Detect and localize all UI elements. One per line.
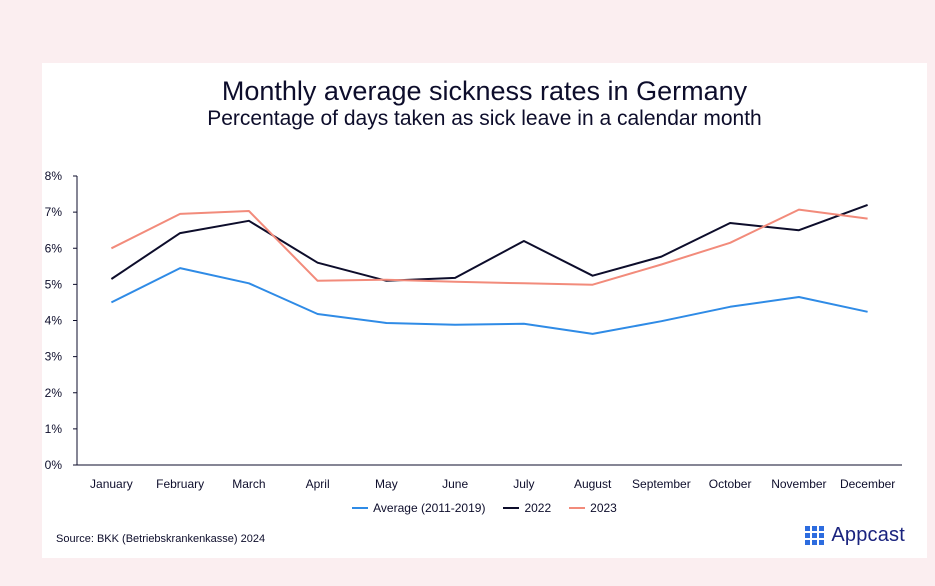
legend-swatch xyxy=(503,507,520,509)
x-tick-label: May xyxy=(375,477,398,491)
y-tick-label: 7% xyxy=(45,205,63,219)
chart-title: Monthly average sickness rates in German… xyxy=(221,76,748,106)
chart-card: Monthly average sickness rates in German… xyxy=(42,63,927,558)
y-tick-label: 8% xyxy=(45,169,63,183)
legend-swatch xyxy=(569,507,586,509)
x-tick-label: July xyxy=(513,477,534,491)
line-chart: 0% 1% 2% 3% 4% 5% 6% 7% 8% January February March Ap… xyxy=(45,169,902,491)
series-line-2022 xyxy=(110,203,868,282)
chart-legend: Average (2011-2019) 2022 2023 xyxy=(42,501,927,515)
series-line-average xyxy=(110,267,868,335)
y-tick-label: 1% xyxy=(45,422,63,436)
y-tick-label: 6% xyxy=(45,241,63,255)
y-tick-label: 2% xyxy=(45,386,63,400)
x-tick-label: December xyxy=(840,477,895,491)
x-tick-label: September xyxy=(632,477,691,491)
legend-item: Average (2011-2019) xyxy=(352,501,485,515)
legend-item: 2022 xyxy=(503,501,551,515)
y-tick-label: 3% xyxy=(45,350,63,364)
series-line-2023 xyxy=(110,208,868,286)
chart-subtitle: Percentage of days taken as sick leave i… xyxy=(207,107,762,130)
logo-text: Appcast xyxy=(831,524,905,546)
y-tick-label: 0% xyxy=(45,458,63,472)
legend-swatch xyxy=(352,507,369,509)
legend-label: 2023 xyxy=(590,501,617,515)
x-tick-label: August xyxy=(574,477,612,491)
x-tick-label: March xyxy=(232,477,265,491)
source-note: Source: BKK (Betriebskrankenkasse) 2024 xyxy=(56,533,266,545)
y-tick-label: 4% xyxy=(45,314,63,328)
x-tick-label: October xyxy=(709,477,752,491)
x-tick-label: November xyxy=(771,477,826,491)
y-tick-label: 5% xyxy=(45,277,63,291)
x-tick-label: January xyxy=(90,477,133,491)
appcast-logo-icon xyxy=(805,525,825,546)
legend-item: 2023 xyxy=(569,501,617,515)
legend-label: 2022 xyxy=(524,501,552,515)
x-tick-label: April xyxy=(306,477,330,491)
legend-label: Average (2011-2019) xyxy=(373,501,486,515)
x-tick-label: June xyxy=(442,477,468,491)
appcast-logo: Appcast xyxy=(805,524,905,547)
x-tick-label: February xyxy=(156,477,204,491)
